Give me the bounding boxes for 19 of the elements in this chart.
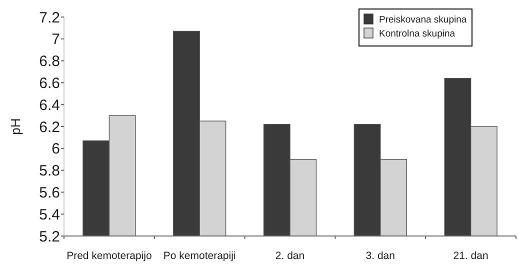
y-axis-title: pH [8, 118, 23, 135]
x-tick-label: Pred kemoterapijo [66, 250, 152, 262]
y-tick-label: 7 [52, 31, 60, 48]
x-tick-label: 2. dan [275, 250, 305, 262]
y-tick-label: 5.4 [39, 206, 60, 224]
y-tick-label: 5.8 [39, 162, 60, 180]
x-tick-label: 21. dan [453, 250, 488, 262]
y-tick-label: 6.4 [39, 96, 60, 114]
y-tick-label: 6 [52, 140, 60, 158]
y-tick-label: 6.6 [39, 74, 60, 92]
legend-label: Preiskovana skupina [379, 14, 468, 26]
legend-label: Kontrolna skupina [379, 28, 456, 40]
y-tick-label: 5.6 [39, 184, 60, 202]
x-tick-label: Po kemoterapiji [163, 250, 236, 262]
y-tick-label: 6.8 [39, 53, 60, 70]
y-tick-label: 7.2 [39, 9, 60, 26]
y-tick-label: 6.2 [39, 118, 60, 136]
y-tick-label: 5.2 [39, 228, 60, 246]
x-tick-label: 3. dan [366, 250, 396, 262]
